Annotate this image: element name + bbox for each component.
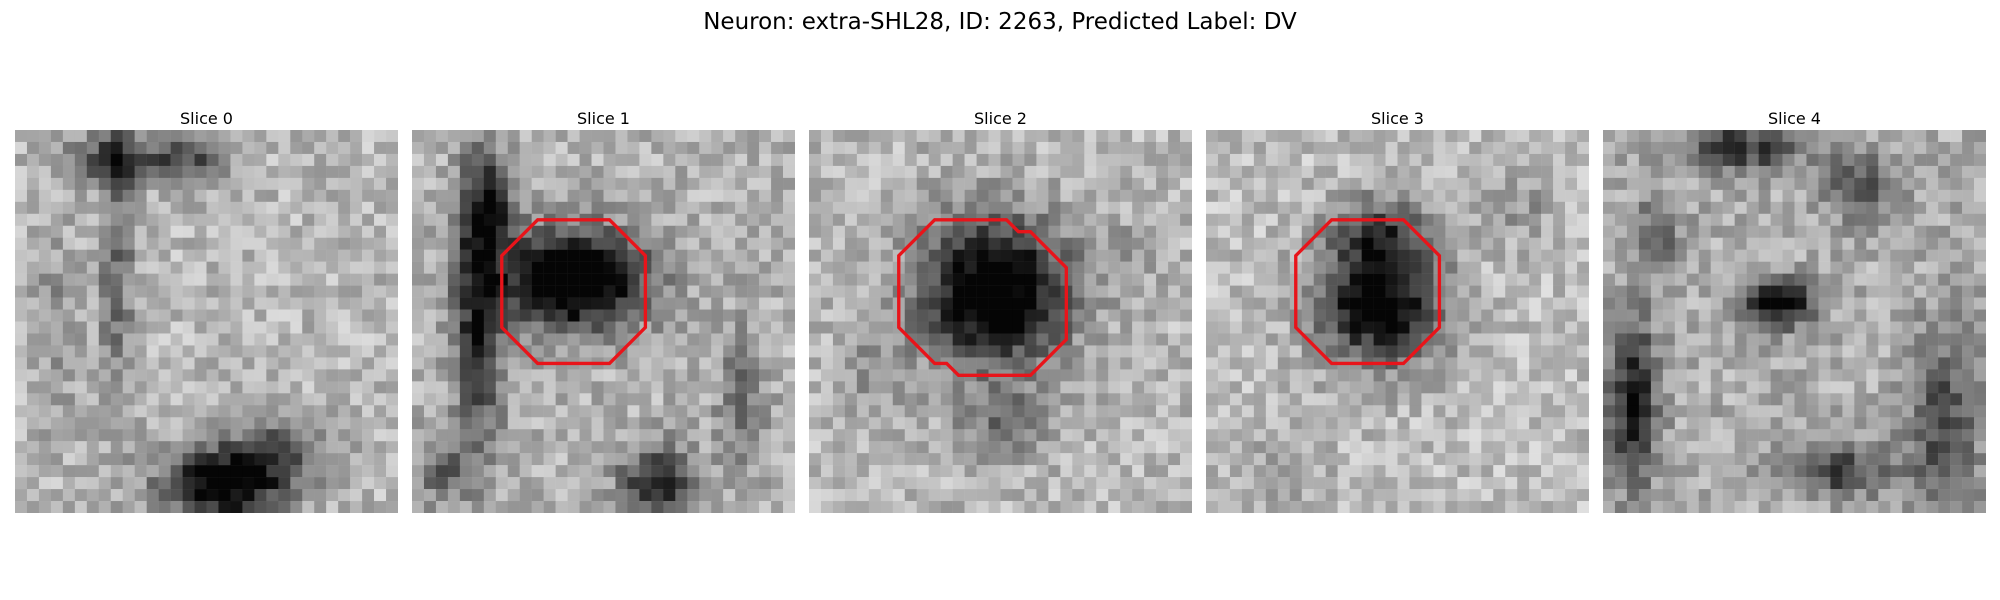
roi-outline	[500, 218, 648, 366]
roi-outline	[897, 218, 1069, 378]
slice-panel-4: Slice 4	[1603, 108, 1986, 513]
slice-image	[412, 130, 795, 513]
figure-title: Neuron: extra-SHL28, ID: 2263, Predicted…	[703, 9, 1297, 35]
slice-title: Slice 3	[1371, 109, 1424, 128]
slice-image	[1603, 130, 1986, 513]
slice-panel-0: Slice 0	[15, 108, 398, 513]
slice-title: Slice 4	[1768, 109, 1821, 128]
slice-image	[809, 130, 1192, 513]
slice-panel-1: Slice 1	[412, 108, 795, 513]
slice-panel-3: Slice 3	[1206, 108, 1589, 513]
slice-panel-2: Slice 2	[809, 108, 1192, 513]
slice-image	[15, 130, 398, 513]
slice-title: Slice 0	[180, 109, 233, 128]
slice-image	[1206, 130, 1589, 513]
roi-outline	[1294, 218, 1442, 366]
slice-title: Slice 2	[974, 109, 1027, 128]
slice-title: Slice 1	[577, 109, 630, 128]
